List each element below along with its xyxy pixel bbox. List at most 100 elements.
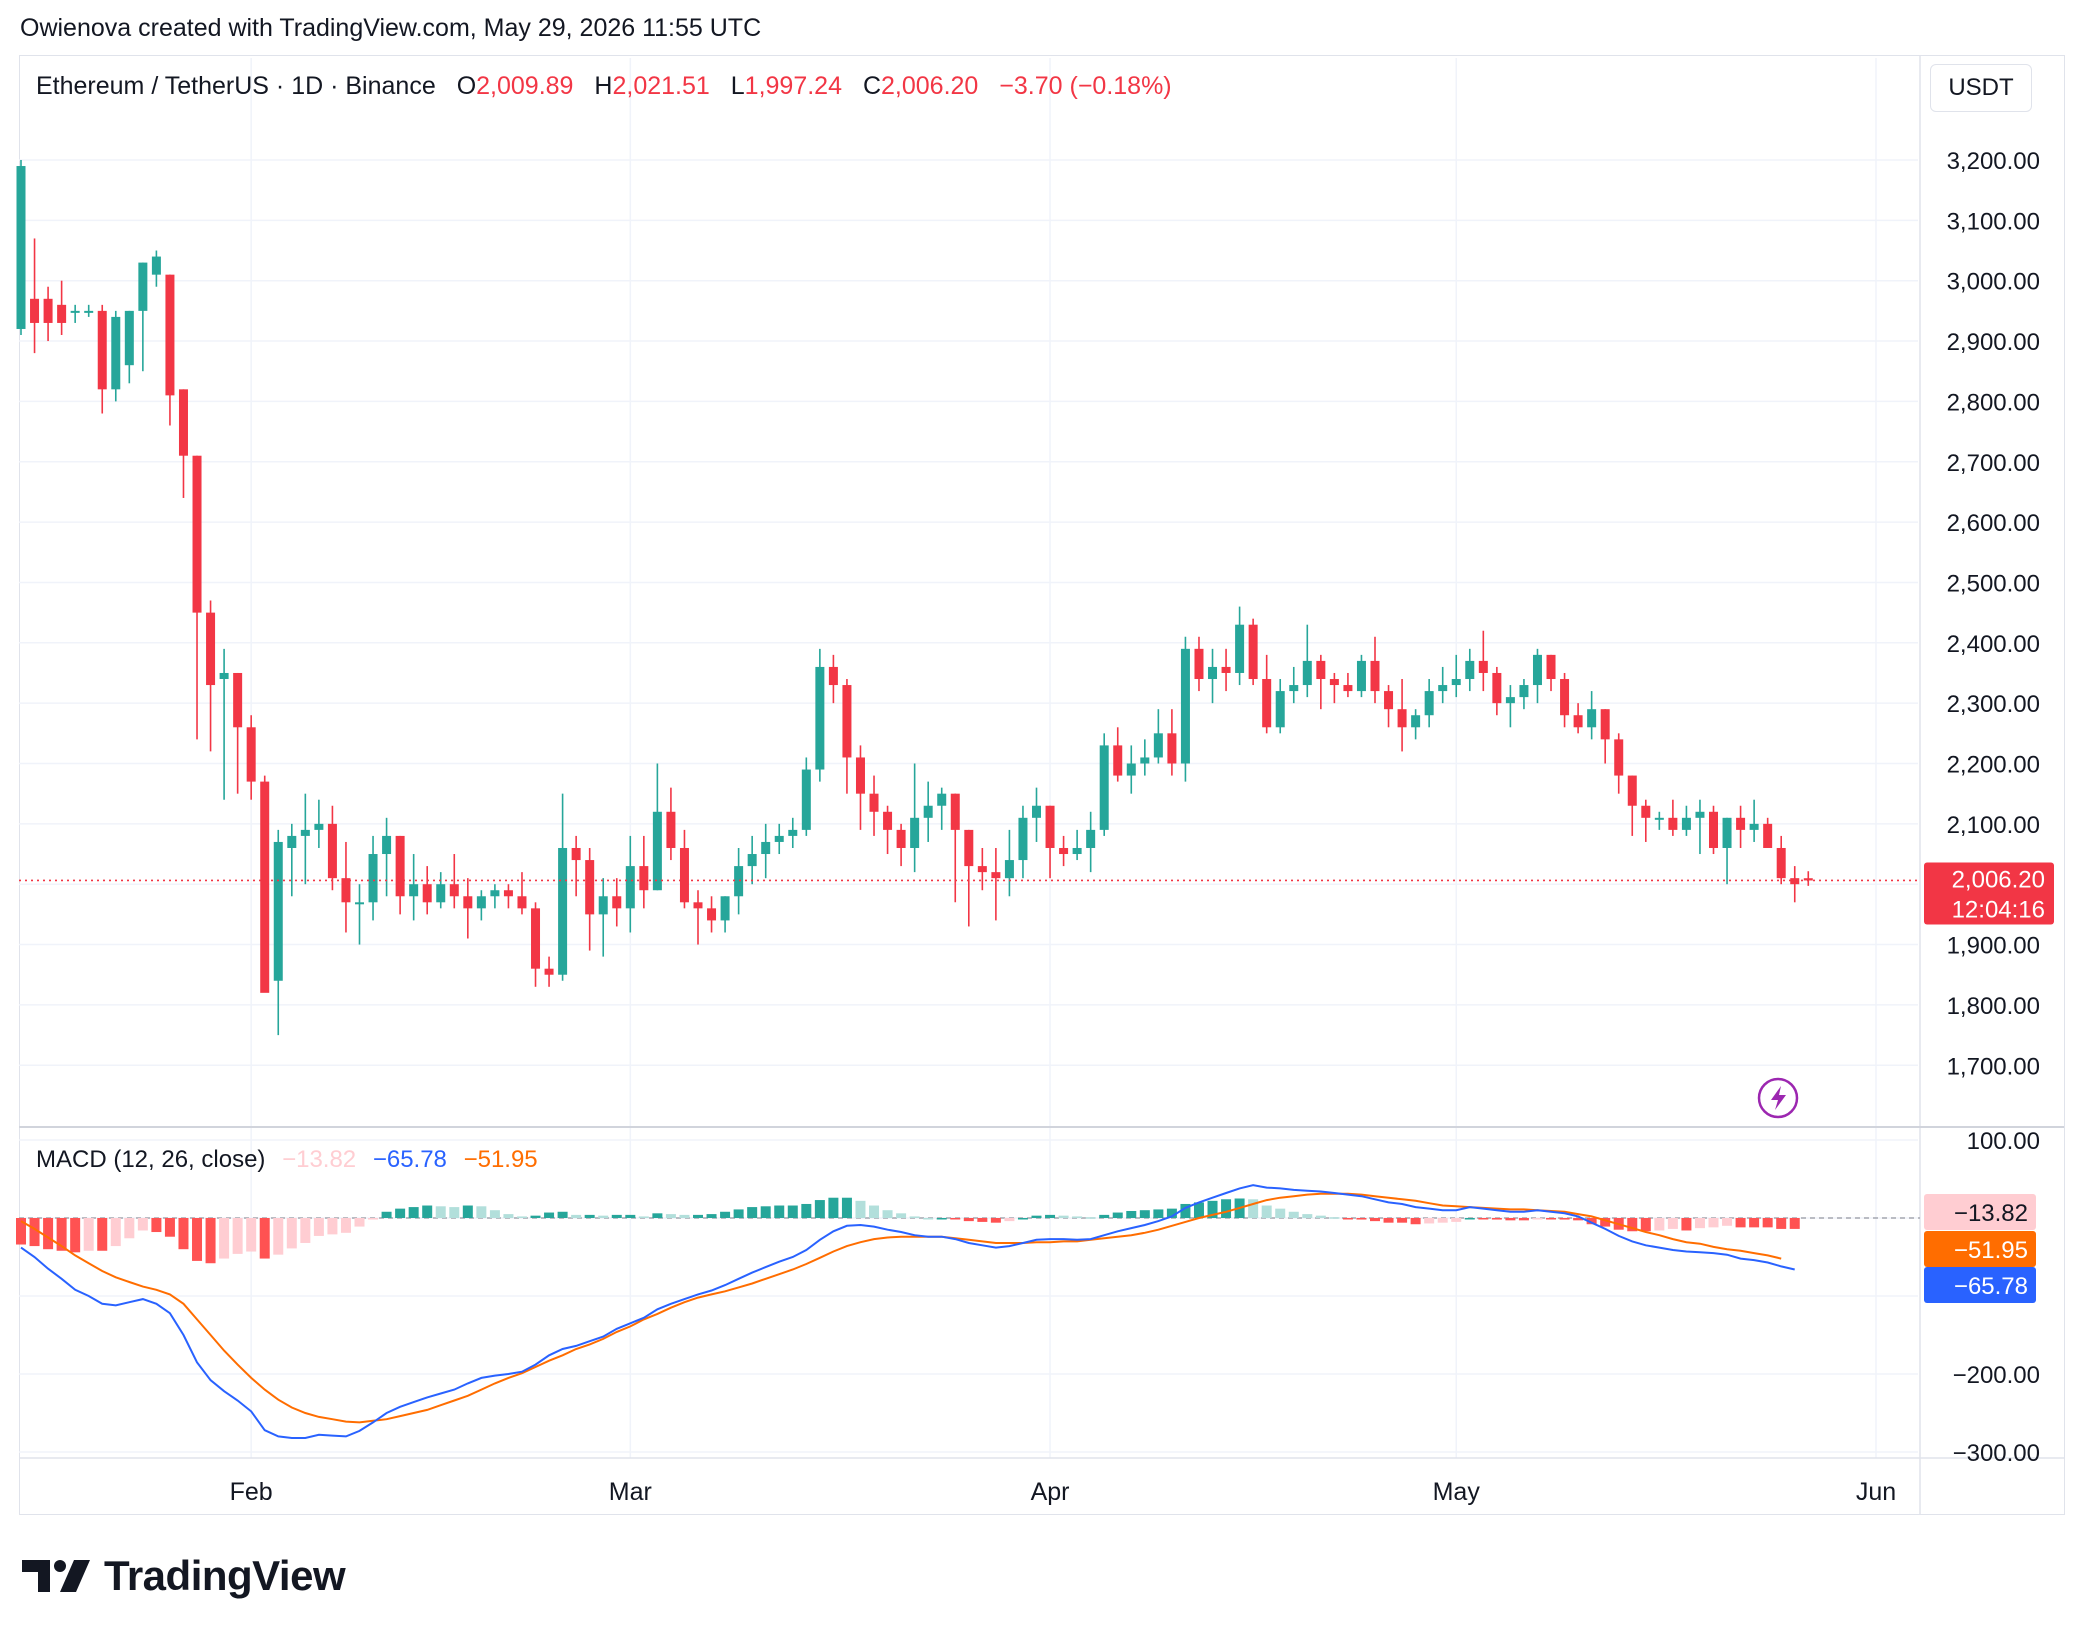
candle-body bbox=[1560, 679, 1570, 716]
candle-body bbox=[1465, 660, 1475, 680]
candle-body bbox=[1140, 757, 1150, 764]
macd-histogram-bar bbox=[896, 1213, 907, 1218]
macd-histogram-bar bbox=[449, 1207, 460, 1218]
symbol-title[interactable]: Ethereum / TetherUS · 1D · Binance bbox=[36, 72, 436, 100]
candle-body bbox=[246, 727, 256, 782]
price-axis-label: 2,500.00 bbox=[1947, 570, 2040, 597]
candle-body bbox=[1167, 733, 1177, 764]
macd-histogram-bar bbox=[665, 1214, 676, 1218]
candle-body bbox=[1248, 624, 1258, 680]
candle-body bbox=[341, 878, 351, 903]
candle-body bbox=[950, 793, 960, 830]
candle-body bbox=[1546, 654, 1556, 680]
macd-histogram-bar bbox=[43, 1218, 54, 1250]
macd-signal-value: −51.95 bbox=[463, 1146, 538, 1173]
macd-histogram-bar bbox=[1532, 1218, 1543, 1220]
candle-body bbox=[1384, 691, 1394, 710]
macd-histogram-bar bbox=[801, 1203, 812, 1218]
macd-histogram-bar bbox=[1735, 1218, 1746, 1228]
macd-histogram-bar bbox=[1789, 1218, 1800, 1229]
candle-body bbox=[260, 781, 270, 993]
candle-body bbox=[571, 847, 581, 861]
macd-histogram-bar bbox=[652, 1213, 663, 1218]
currency-button[interactable]: USDT bbox=[1930, 64, 2032, 112]
tradingview-logo[interactable]: TradingView bbox=[22, 1552, 346, 1600]
candle-body bbox=[1289, 685, 1299, 692]
candle-body bbox=[1749, 823, 1759, 830]
candle-body bbox=[1722, 817, 1732, 848]
macd-histogram-bar bbox=[611, 1214, 622, 1218]
macd-histogram-bar bbox=[368, 1218, 379, 1220]
macd-histogram-bar bbox=[273, 1218, 284, 1255]
macd-histogram-bar bbox=[1518, 1218, 1529, 1221]
macd-histogram-bar bbox=[1004, 1218, 1015, 1222]
macd-histogram-bar bbox=[1342, 1218, 1353, 1220]
macd-title[interactable]: MACD (12, 26, close) bbox=[36, 1146, 266, 1173]
candle-body bbox=[774, 835, 784, 842]
macd-histogram-bar bbox=[1491, 1218, 1502, 1220]
macd-histogram-bar bbox=[706, 1214, 717, 1218]
open-value: 2,009.89 bbox=[476, 72, 574, 100]
macd-histogram-bar bbox=[882, 1210, 893, 1218]
last-price-badge-value: 2,006.20 bbox=[1952, 866, 2045, 893]
time-axis-label: Jun bbox=[1856, 1478, 1896, 1506]
macd-histogram-bar bbox=[246, 1218, 257, 1252]
macd-signal-badge[interactable] bbox=[1924, 1231, 2036, 1267]
candle-body bbox=[1411, 715, 1421, 728]
macd-histogram-bar bbox=[1072, 1216, 1083, 1218]
macd-histogram-bar bbox=[151, 1218, 162, 1233]
macd-histogram-bar bbox=[1180, 1203, 1191, 1218]
close-value: 2,006.20 bbox=[881, 72, 979, 100]
macd-histogram-bar bbox=[1749, 1218, 1760, 1228]
change-value: −3.70 (−0.18%) bbox=[999, 72, 1172, 100]
candle-body bbox=[531, 908, 541, 969]
price-axis-label: 2,300.00 bbox=[1947, 691, 2040, 718]
macd-histogram-bar bbox=[340, 1218, 351, 1233]
tradingview-logo-icon bbox=[22, 1560, 90, 1592]
macd-histogram-bar bbox=[909, 1216, 920, 1218]
macd-histogram-bar bbox=[1045, 1214, 1056, 1218]
macd-histogram-bar bbox=[1275, 1208, 1286, 1218]
candle-body bbox=[206, 612, 216, 686]
macd-histogram-bar bbox=[977, 1218, 988, 1222]
candle-body bbox=[720, 896, 730, 921]
macd-histogram-bar bbox=[1370, 1218, 1380, 1222]
macd-histogram-bar bbox=[1193, 1202, 1204, 1218]
macd-histogram-bar bbox=[232, 1218, 243, 1254]
macd-line-badge[interactable] bbox=[1924, 1267, 2036, 1303]
candle-body bbox=[57, 304, 67, 323]
candle-body bbox=[503, 890, 513, 897]
price-axis-label: 2,800.00 bbox=[1947, 389, 2040, 416]
macd-histogram-bar bbox=[83, 1218, 94, 1251]
macd-histogram-bar bbox=[1207, 1200, 1218, 1218]
macd-histogram-bar bbox=[923, 1218, 934, 1220]
tradingview-wordmark: TradingView bbox=[104, 1552, 346, 1599]
candle-body bbox=[598, 896, 608, 915]
candle-body bbox=[1600, 709, 1610, 740]
chart-frame bbox=[19, 55, 2065, 1515]
candle-body bbox=[910, 817, 920, 848]
candle-body bbox=[666, 811, 676, 848]
macd-histogram-bar bbox=[205, 1218, 216, 1264]
candle-body bbox=[1763, 823, 1773, 848]
candle-body bbox=[463, 896, 473, 909]
candle-body bbox=[923, 805, 933, 818]
candle-body bbox=[1641, 805, 1651, 818]
candle-body bbox=[1370, 660, 1380, 692]
macd-histogram-bar bbox=[774, 1205, 785, 1218]
macd-hist-badge[interactable] bbox=[1924, 1194, 2036, 1230]
price-axis-label: 1,800.00 bbox=[1947, 993, 2040, 1020]
macd-histogram-bar bbox=[693, 1214, 703, 1218]
lightning-icon[interactable] bbox=[1757, 1077, 1799, 1119]
candle-body bbox=[1059, 847, 1069, 855]
macd-histogram-bar bbox=[1722, 1218, 1733, 1226]
price-axis-label: 2,200.00 bbox=[1947, 752, 2040, 779]
price-axis-label: 3,100.00 bbox=[1947, 208, 2040, 235]
macd-histogram-bar bbox=[1478, 1218, 1489, 1220]
candle-body bbox=[517, 896, 527, 909]
macd-histogram-bar bbox=[1356, 1218, 1367, 1220]
last-price-badge[interactable] bbox=[1924, 862, 2054, 925]
macd-histogram-bar bbox=[29, 1218, 40, 1247]
macd-histogram-bar bbox=[1437, 1218, 1448, 1223]
